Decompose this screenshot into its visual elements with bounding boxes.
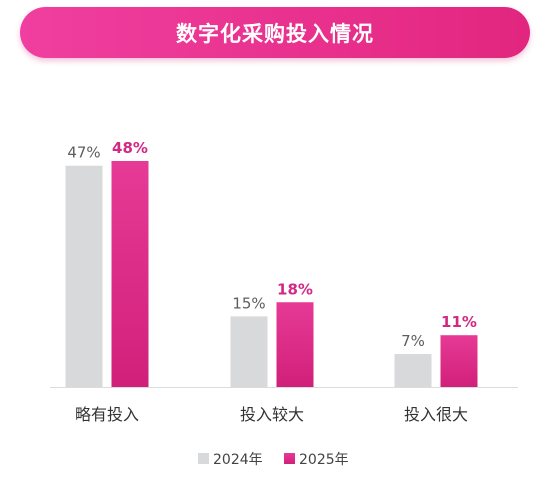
chart-title: 数字化采购投入情况 [176,21,374,46]
legend-swatch-2024 [198,453,209,464]
category-label-1: 略有投入 [75,405,139,424]
data-label-2025-2: 18% [277,280,313,298]
data-label-2024-1: 47% [67,144,100,162]
bar-2025-3 [440,335,478,387]
data-label-2025-1: 48% [112,139,148,157]
bar-2024-3 [394,354,432,387]
chart-title-banner: 数字化采购投入情况 [20,7,530,58]
data-label-2024-2: 15% [232,294,265,312]
legend-label-2024: 2024年 [213,452,263,468]
category-label-2: 投入较大 [240,405,304,424]
data-label-2024-3: 7% [401,332,425,350]
category-label-3: 投入很大 [404,405,468,424]
bar-2025-1 [111,161,149,387]
bar-2025-2 [276,302,314,387]
legend-label-2025: 2025年 [299,452,349,468]
legend-swatch-2025 [284,453,295,464]
bar-2024-2 [230,316,268,387]
bar-2024-1 [65,165,103,387]
data-label-2025-3: 11% [441,313,477,331]
